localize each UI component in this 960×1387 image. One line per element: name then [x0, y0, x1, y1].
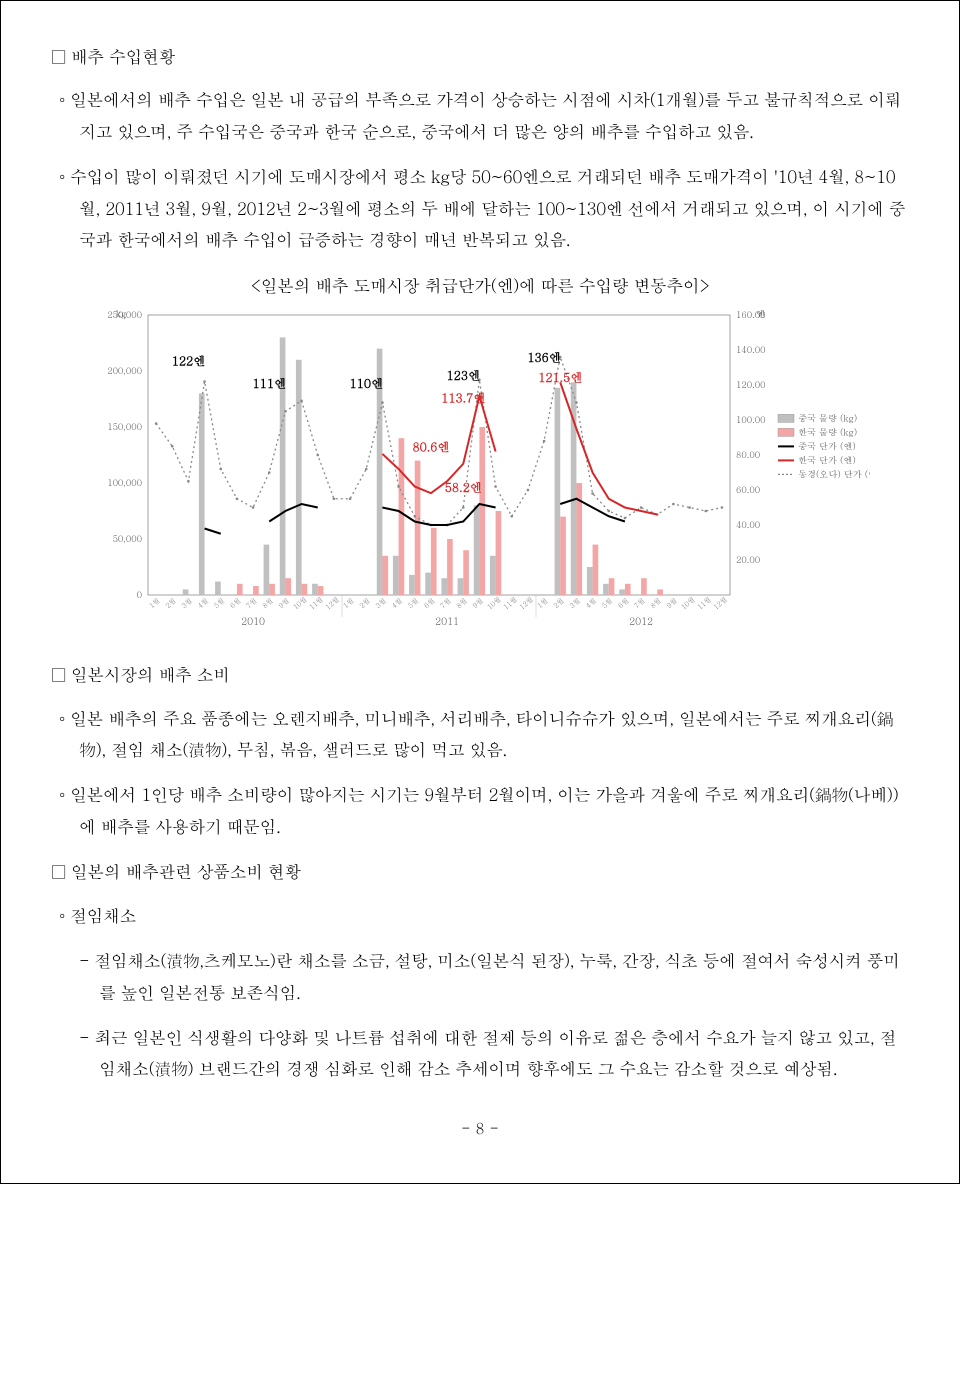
svg-text:2011: 2011: [435, 614, 459, 628]
svg-text:0: 0: [137, 588, 142, 601]
svg-text:100.00: 100.00: [736, 413, 765, 426]
svg-text:120.00: 120.00: [736, 378, 765, 391]
svg-text:엔: 엔: [756, 307, 765, 320]
svg-text:2월: 2월: [163, 595, 178, 610]
svg-text:5월: 5월: [211, 595, 226, 610]
svg-text:123엔: 123엔: [447, 367, 480, 384]
svg-text:50,000: 50,000: [113, 532, 142, 545]
svg-text:80.00: 80.00: [736, 448, 760, 461]
svg-text:40.00: 40.00: [736, 518, 760, 531]
svg-text:11월: 11월: [307, 594, 325, 612]
import-chart: 050,000100,000150,000200,000250,000kg20.…: [90, 305, 870, 635]
svg-text:60.00: 60.00: [736, 483, 760, 496]
svg-text:한국 물량 (kg): 한국 물량 (kg): [798, 425, 857, 438]
svg-text:1월: 1월: [147, 595, 162, 610]
svg-text:6월: 6월: [227, 595, 242, 610]
svg-text:9월: 9월: [664, 595, 679, 610]
bullet-text: ◦ 절임채소: [51, 900, 909, 931]
svg-text:중국 단가 (엔): 중국 단가 (엔): [798, 439, 856, 452]
sub-bullet-text: - 최근 일본인 식생활의 다양화 및 나트륨 섭취에 대한 절제 등의 이유로…: [51, 1022, 909, 1085]
svg-text:140.00: 140.00: [736, 343, 765, 356]
svg-text:200,000: 200,000: [107, 364, 142, 377]
svg-text:110엔: 110엔: [350, 375, 383, 392]
svg-text:7월: 7월: [244, 595, 259, 610]
chart-title: <일본의 배추 도매시장 취급단가(엔)에 따른 수입량 변동추이>: [51, 270, 909, 301]
svg-text:2월: 2월: [551, 595, 566, 610]
svg-text:100,000: 100,000: [107, 476, 142, 489]
chart-container: 050,000100,000150,000200,000250,000kg20.…: [90, 305, 870, 635]
sub-bullet-text: - 절임채소(漬物,츠케모노)란 채소를 소금, 설탕, 미소(일본식 된장),…: [51, 945, 909, 1008]
bullet-text: ◦ 수입이 많이 이뤄졌던 시기에 도매시장에서 평소 kg당 50~60엔으로…: [51, 161, 909, 255]
svg-text:6월: 6월: [615, 595, 630, 610]
svg-text:80.6엔: 80.6엔: [412, 439, 449, 456]
svg-text:10월: 10월: [679, 594, 697, 612]
svg-text:10월: 10월: [291, 594, 309, 612]
svg-text:11월: 11월: [501, 594, 519, 612]
svg-text:1월: 1월: [341, 595, 356, 610]
svg-text:4월: 4월: [195, 595, 210, 610]
svg-text:58.2엔: 58.2엔: [445, 479, 482, 496]
bullet-text: ◦ 일본에서의 배추 수입은 일본 내 공급의 부족으로 가격이 상승하는 시점…: [51, 84, 909, 147]
svg-text:1월: 1월: [535, 595, 550, 610]
svg-text:136엔: 136엔: [527, 349, 560, 366]
svg-text:한국 단가 (엔): 한국 단가 (엔): [798, 453, 856, 466]
section-title-consumption: □ 일본시장의 배추 소비: [51, 659, 909, 690]
svg-text:4월: 4월: [389, 595, 404, 610]
svg-text:20.00: 20.00: [736, 553, 760, 566]
svg-text:12월: 12월: [517, 594, 535, 612]
svg-text:8월: 8월: [648, 595, 663, 610]
svg-text:12월: 12월: [323, 594, 341, 612]
svg-text:6월: 6월: [421, 595, 436, 610]
bullet-text: ◦ 일본 배추의 주요 품종에는 오렌지배추, 미니배추, 서리배추, 타이니슈…: [51, 703, 909, 766]
svg-text:150,000: 150,000: [107, 420, 142, 433]
svg-text:kg: kg: [116, 307, 126, 320]
svg-text:7월: 7월: [438, 595, 453, 610]
svg-text:3월: 3월: [567, 595, 582, 610]
svg-text:2012: 2012: [629, 614, 653, 628]
svg-text:3월: 3월: [179, 595, 194, 610]
svg-text:8월: 8월: [260, 595, 275, 610]
svg-text:9월: 9월: [470, 595, 485, 610]
svg-text:7월: 7월: [632, 595, 647, 610]
svg-text:3월: 3월: [373, 595, 388, 610]
svg-text:10월: 10월: [485, 594, 503, 612]
svg-text:121.5엔: 121.5엔: [538, 369, 582, 386]
svg-text:122엔: 122엔: [172, 352, 205, 369]
page-number: - 8 -: [51, 1115, 909, 1143]
svg-text:9월: 9월: [276, 595, 291, 610]
section-title-products: □ 일본의 배추관련 상품소비 현황: [51, 856, 909, 887]
svg-text:2010: 2010: [241, 614, 265, 628]
svg-text:4월: 4월: [583, 595, 598, 610]
bullet-text: ◦ 일본에서 1인당 배추 소비량이 많아지는 시기는 9월부터 2월이며, 이…: [51, 779, 909, 842]
svg-text:2월: 2월: [357, 595, 372, 610]
svg-text:5월: 5월: [405, 595, 420, 610]
svg-text:111엔: 111엔: [253, 375, 286, 392]
svg-text:113.7엔: 113.7엔: [441, 389, 485, 406]
section-title-import: □ 배추 수입현황: [51, 41, 909, 72]
svg-text:중국 물량 (kg): 중국 물량 (kg): [798, 411, 857, 424]
svg-text:12월: 12월: [711, 594, 729, 612]
svg-text:11월: 11월: [695, 594, 713, 612]
svg-text:동경(오다) 단가 (엔): 동경(오다) 단가 (엔): [798, 467, 870, 480]
svg-text:5월: 5월: [599, 595, 614, 610]
svg-text:8월: 8월: [454, 595, 469, 610]
